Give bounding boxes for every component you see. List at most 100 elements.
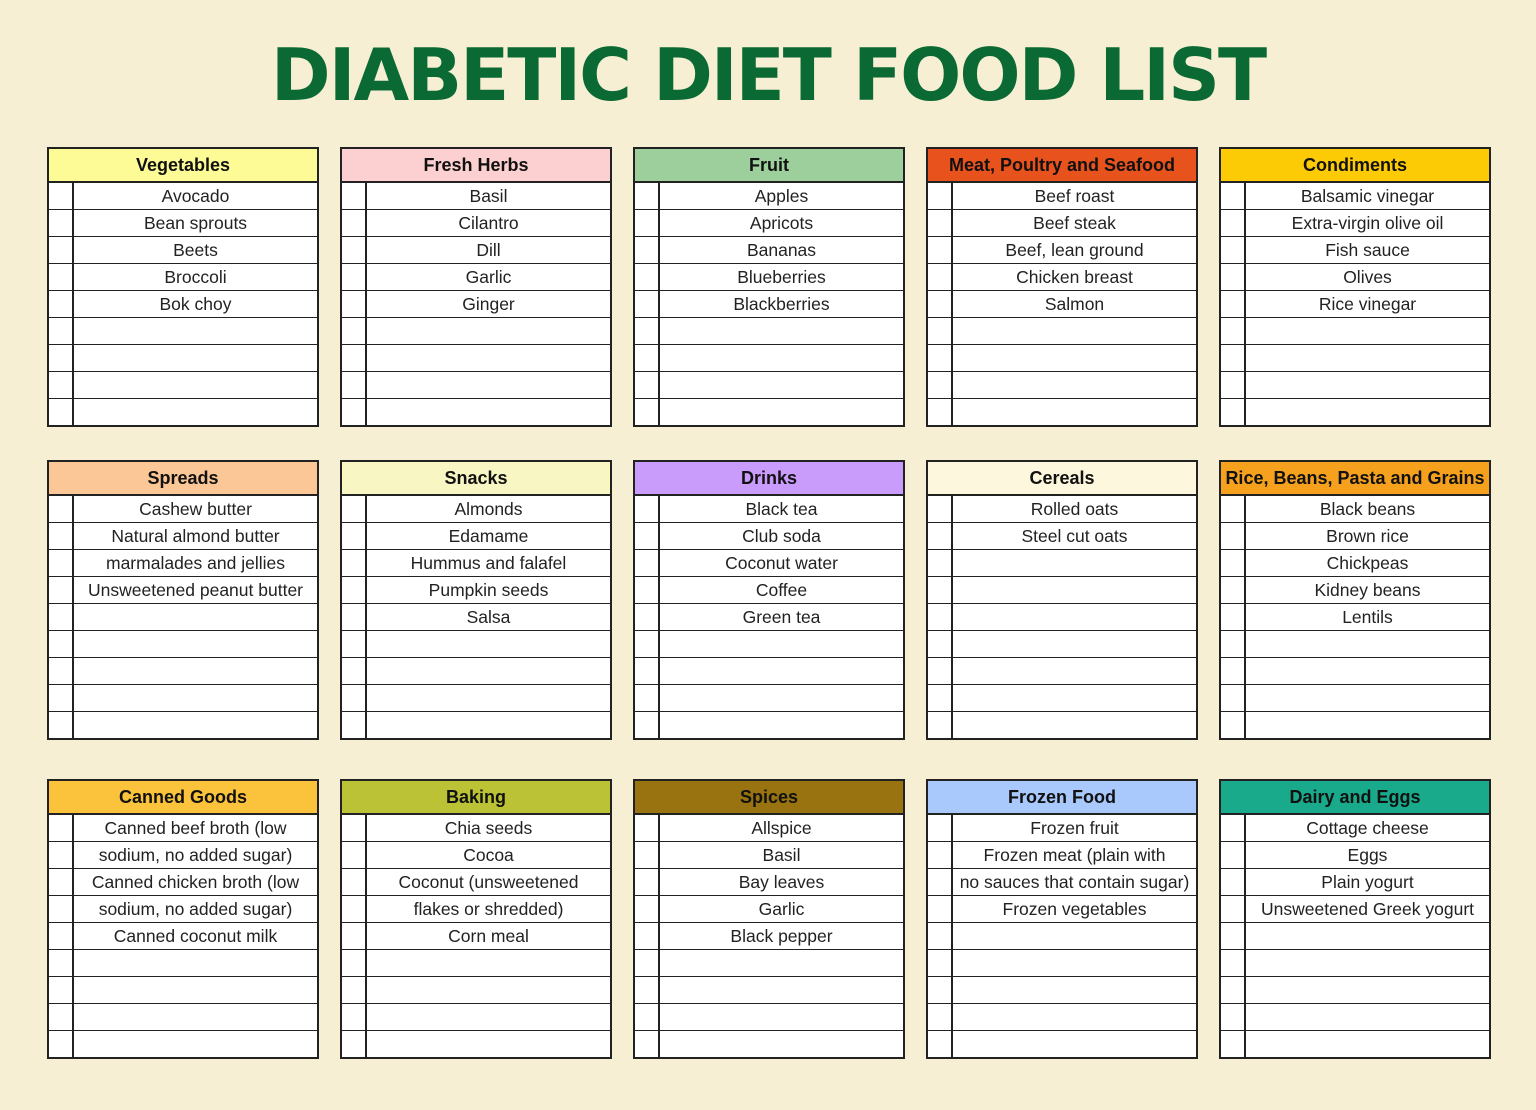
checkbox[interactable] [342, 685, 367, 711]
checkbox[interactable] [342, 631, 367, 657]
checkbox[interactable] [635, 950, 660, 976]
checkbox[interactable] [342, 977, 367, 1003]
checkbox[interactable] [342, 183, 367, 209]
checkbox[interactable] [1221, 399, 1246, 425]
checkbox[interactable] [49, 237, 74, 263]
checkbox[interactable] [1221, 237, 1246, 263]
checkbox[interactable] [928, 631, 953, 657]
checkbox[interactable] [49, 685, 74, 711]
checkbox[interactable] [342, 604, 367, 630]
checkbox[interactable] [49, 923, 74, 949]
checkbox[interactable] [635, 685, 660, 711]
checkbox[interactable] [49, 815, 74, 841]
checkbox[interactable] [49, 1004, 74, 1030]
checkbox[interactable] [49, 631, 74, 657]
checkbox[interactable] [49, 896, 74, 922]
checkbox[interactable] [49, 345, 74, 371]
checkbox[interactable] [1221, 318, 1246, 344]
checkbox[interactable] [635, 842, 660, 868]
checkbox[interactable] [342, 1031, 367, 1057]
checkbox[interactable] [635, 291, 660, 317]
checkbox[interactable] [928, 210, 953, 236]
checkbox[interactable] [928, 1004, 953, 1030]
checkbox[interactable] [1221, 372, 1246, 398]
checkbox[interactable] [1221, 685, 1246, 711]
checkbox[interactable] [49, 210, 74, 236]
checkbox[interactable] [1221, 842, 1246, 868]
checkbox[interactable] [1221, 183, 1246, 209]
checkbox[interactable] [342, 815, 367, 841]
checkbox[interactable] [635, 372, 660, 398]
checkbox[interactable] [342, 712, 367, 738]
checkbox[interactable] [1221, 577, 1246, 603]
checkbox[interactable] [49, 291, 74, 317]
checkbox[interactable] [342, 523, 367, 549]
checkbox[interactable] [342, 869, 367, 895]
checkbox[interactable] [342, 345, 367, 371]
checkbox[interactable] [342, 318, 367, 344]
checkbox[interactable] [928, 523, 953, 549]
checkbox[interactable] [928, 1031, 953, 1057]
checkbox[interactable] [342, 264, 367, 290]
checkbox[interactable] [49, 496, 74, 522]
checkbox[interactable] [49, 1031, 74, 1057]
checkbox[interactable] [635, 658, 660, 684]
checkbox[interactable] [1221, 1031, 1246, 1057]
checkbox[interactable] [49, 523, 74, 549]
checkbox[interactable] [1221, 712, 1246, 738]
checkbox[interactable] [635, 577, 660, 603]
checkbox[interactable] [1221, 869, 1246, 895]
checkbox[interactable] [635, 712, 660, 738]
checkbox[interactable] [49, 950, 74, 976]
checkbox[interactable] [1221, 896, 1246, 922]
checkbox[interactable] [49, 842, 74, 868]
checkbox[interactable] [342, 291, 367, 317]
checkbox[interactable] [342, 237, 367, 263]
checkbox[interactable] [635, 923, 660, 949]
checkbox[interactable] [1221, 550, 1246, 576]
checkbox[interactable] [342, 577, 367, 603]
checkbox[interactable] [1221, 815, 1246, 841]
checkbox[interactable] [928, 291, 953, 317]
checkbox[interactable] [928, 264, 953, 290]
checkbox[interactable] [928, 977, 953, 1003]
checkbox[interactable] [1221, 1004, 1246, 1030]
checkbox[interactable] [342, 842, 367, 868]
checkbox[interactable] [1221, 210, 1246, 236]
checkbox[interactable] [635, 210, 660, 236]
checkbox[interactable] [1221, 291, 1246, 317]
checkbox[interactable] [635, 896, 660, 922]
checkbox[interactable] [342, 372, 367, 398]
checkbox[interactable] [635, 869, 660, 895]
checkbox[interactable] [1221, 631, 1246, 657]
checkbox[interactable] [1221, 923, 1246, 949]
checkbox[interactable] [49, 264, 74, 290]
checkbox[interactable] [928, 896, 953, 922]
checkbox[interactable] [1221, 950, 1246, 976]
checkbox[interactable] [635, 496, 660, 522]
checkbox[interactable] [635, 318, 660, 344]
checkbox[interactable] [49, 712, 74, 738]
checkbox[interactable] [342, 923, 367, 949]
checkbox[interactable] [928, 923, 953, 949]
checkbox[interactable] [635, 264, 660, 290]
checkbox[interactable] [49, 372, 74, 398]
checkbox[interactable] [635, 183, 660, 209]
checkbox[interactable] [928, 842, 953, 868]
checkbox[interactable] [928, 345, 953, 371]
checkbox[interactable] [49, 318, 74, 344]
checkbox[interactable] [49, 604, 74, 630]
checkbox[interactable] [342, 950, 367, 976]
checkbox[interactable] [635, 631, 660, 657]
checkbox[interactable] [928, 869, 953, 895]
checkbox[interactable] [342, 210, 367, 236]
checkbox[interactable] [342, 399, 367, 425]
checkbox[interactable] [49, 183, 74, 209]
checkbox[interactable] [635, 523, 660, 549]
checkbox[interactable] [928, 685, 953, 711]
checkbox[interactable] [49, 658, 74, 684]
checkbox[interactable] [635, 399, 660, 425]
checkbox[interactable] [342, 896, 367, 922]
checkbox[interactable] [635, 604, 660, 630]
checkbox[interactable] [635, 977, 660, 1003]
